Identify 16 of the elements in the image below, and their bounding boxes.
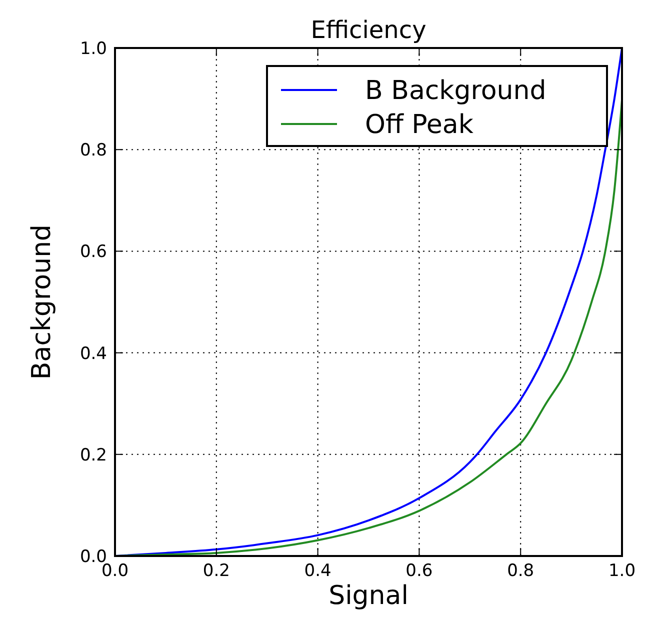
legend-label: B Background bbox=[365, 76, 546, 106]
x-tick-label: 0.8 bbox=[507, 561, 534, 581]
x-tick-label: 0.0 bbox=[101, 561, 129, 581]
y-tick-label: 0.2 bbox=[80, 445, 107, 466]
x-tick-label: 0.4 bbox=[304, 561, 332, 581]
y-axis-title: Background bbox=[27, 224, 57, 380]
y-tick-label: 0.6 bbox=[80, 242, 107, 262]
legend-label: Off Peak bbox=[365, 110, 474, 140]
y-tick-label: 1.0 bbox=[80, 39, 107, 59]
chart-title: Efficiency bbox=[310, 16, 426, 44]
x-tick-label: 1.0 bbox=[608, 561, 636, 581]
x-tick-label: 0.2 bbox=[202, 561, 230, 581]
x-tick-label: 0.6 bbox=[406, 561, 433, 581]
y-tick-label: 0.4 bbox=[80, 344, 107, 364]
y-tick-label: 0.8 bbox=[80, 140, 107, 161]
x-axis-title: Signal bbox=[328, 581, 408, 611]
